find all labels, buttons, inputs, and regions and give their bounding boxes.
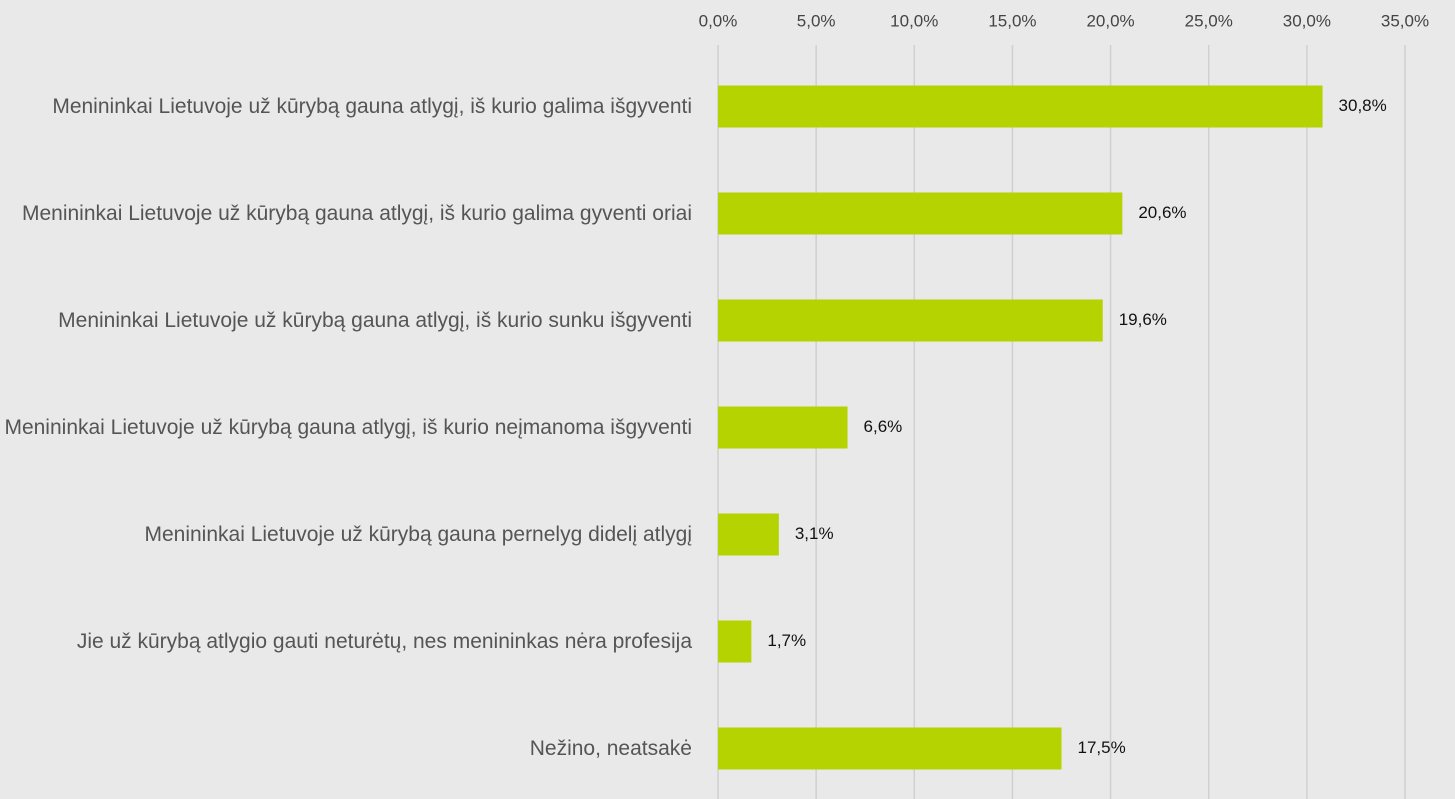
- bar: [718, 299, 1103, 342]
- x-tick-label: 20,0%: [1086, 11, 1134, 30]
- data-label: 30,8%: [1339, 96, 1387, 115]
- category-label: Menininkai Lietuvoje už kūrybą gauna per…: [144, 522, 692, 546]
- data-label: 19,6%: [1119, 310, 1167, 329]
- x-tick-label: 0,0%: [699, 11, 738, 30]
- x-tick-label: 25,0%: [1185, 11, 1233, 30]
- data-label: 1,7%: [767, 631, 806, 650]
- x-tick-label: 15,0%: [988, 11, 1036, 30]
- data-label: 17,5%: [1078, 738, 1126, 757]
- data-label: 6,6%: [864, 417, 903, 436]
- x-tick-label: 10,0%: [890, 11, 938, 30]
- category-label: Menininkai Lietuvoje už kūrybą gauna atl…: [58, 308, 692, 332]
- data-label: 3,1%: [795, 524, 834, 543]
- category-label: Nežino, neatsakė: [529, 736, 692, 760]
- category-label: Menininkai Lietuvoje už kūrybą gauna atl…: [52, 94, 692, 118]
- x-tick-label: 30,0%: [1283, 11, 1331, 30]
- bar: [718, 192, 1123, 235]
- bar: [718, 85, 1323, 128]
- category-label: Jie už kūrybą atlygio gauti neturėtų, ne…: [76, 629, 692, 653]
- bar: [718, 727, 1062, 770]
- category-label: Menininkai Lietuvoje už kūrybą gauna atl…: [21, 201, 692, 225]
- bar: [718, 406, 848, 449]
- bar: [718, 513, 779, 556]
- x-tick-label: 5,0%: [797, 11, 836, 30]
- bar: [718, 620, 752, 663]
- x-tick-label: 35,0%: [1381, 11, 1429, 30]
- data-label: 20,6%: [1138, 203, 1186, 222]
- category-label: Menininkai Lietuvoje už kūrybą gauna atl…: [4, 415, 692, 439]
